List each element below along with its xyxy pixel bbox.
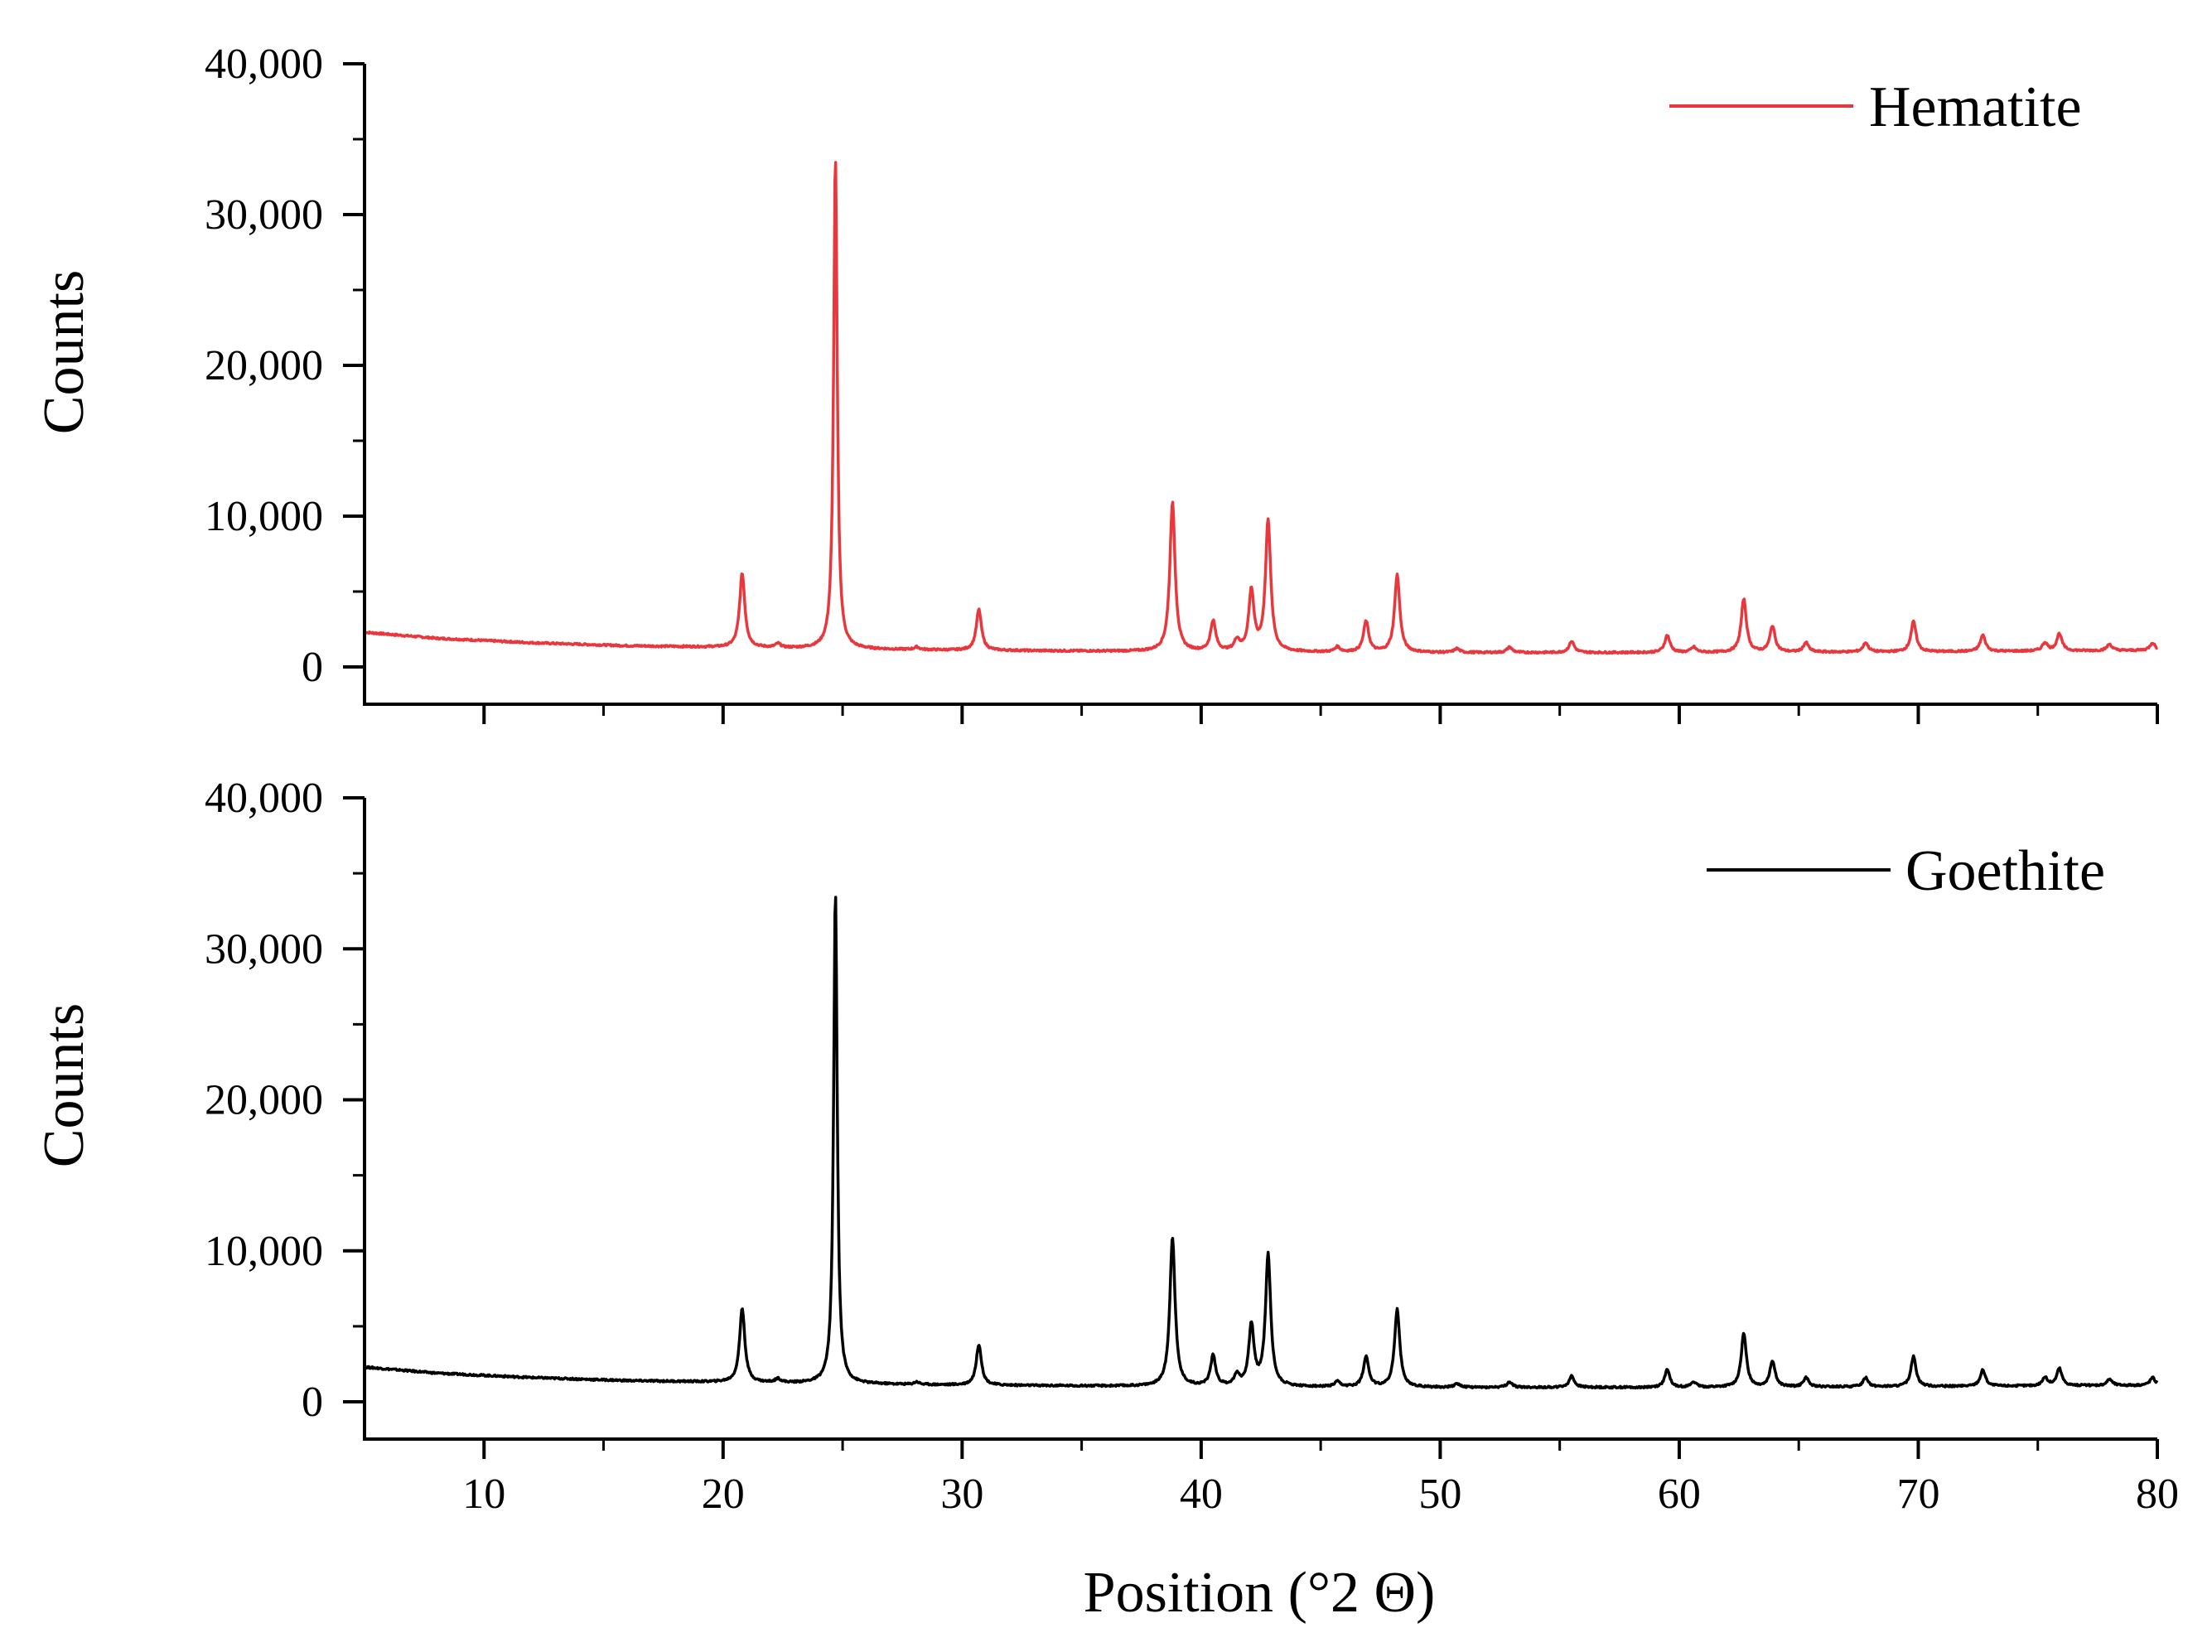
hematite-legend-label: Hematite: [1869, 75, 2082, 139]
x-axis-title: Position (°2 Θ): [1084, 1561, 1436, 1625]
top-axes-frame: [363, 64, 2157, 706]
y-tick-label: 20,000: [205, 342, 323, 389]
top-panel: Counts 0 10,000 20,000 30,000 40,000 Hematit…: [32, 41, 2159, 724]
y-tick-label: 10,000: [205, 1228, 323, 1275]
y-tick-label: 40,000: [205, 41, 323, 88]
bottom-panel: Counts 0 10,000 20,000 30,000 40,000 10 20 30 4…: [32, 775, 2179, 1625]
y-tick-label: 0: [302, 644, 323, 691]
x-tick-label: 40: [1180, 1471, 1223, 1518]
top-y-axis-title: Counts: [32, 270, 96, 434]
y-tick-label: 20,000: [205, 1077, 323, 1124]
x-tick-label: 60: [1658, 1471, 1701, 1518]
y-tick-label: 30,000: [205, 925, 323, 973]
y-tick-label: 0: [302, 1379, 323, 1426]
y-tick-label: 10,000: [205, 493, 323, 540]
bottom-axes-frame: [363, 798, 2157, 1441]
y-tick-label: 40,000: [205, 775, 323, 822]
top-x-axis-ticks: [482, 704, 2159, 724]
goethite-legend-label: Goethite: [1905, 839, 2105, 903]
bottom-legend: Goethite: [1707, 839, 2105, 903]
hematite-series-line: [364, 161, 2159, 655]
x-tick-label: 30: [940, 1471, 983, 1518]
x-tick-label: 20: [702, 1471, 745, 1518]
x-tick-label: 10: [462, 1471, 505, 1518]
top-y-axis-ticks: 0 10,000 20,000 30,000 40,000: [205, 41, 365, 691]
bottom-y-axis-title: Counts: [32, 1003, 96, 1167]
x-tick-label: 70: [1896, 1471, 1939, 1518]
y-tick-label: 30,000: [205, 191, 323, 239]
x-tick-label: 50: [1418, 1471, 1461, 1518]
goethite-series-line: [363, 896, 2159, 1390]
bottom-x-axis-ticks: 10 20 30 40 50 60 70 80: [462, 1439, 2179, 1518]
top-legend: Hematite: [1669, 75, 2082, 139]
x-tick-label: 80: [2136, 1471, 2179, 1518]
bottom-y-axis-ticks: 0 10,000 20,000 30,000 40,000: [205, 775, 365, 1426]
